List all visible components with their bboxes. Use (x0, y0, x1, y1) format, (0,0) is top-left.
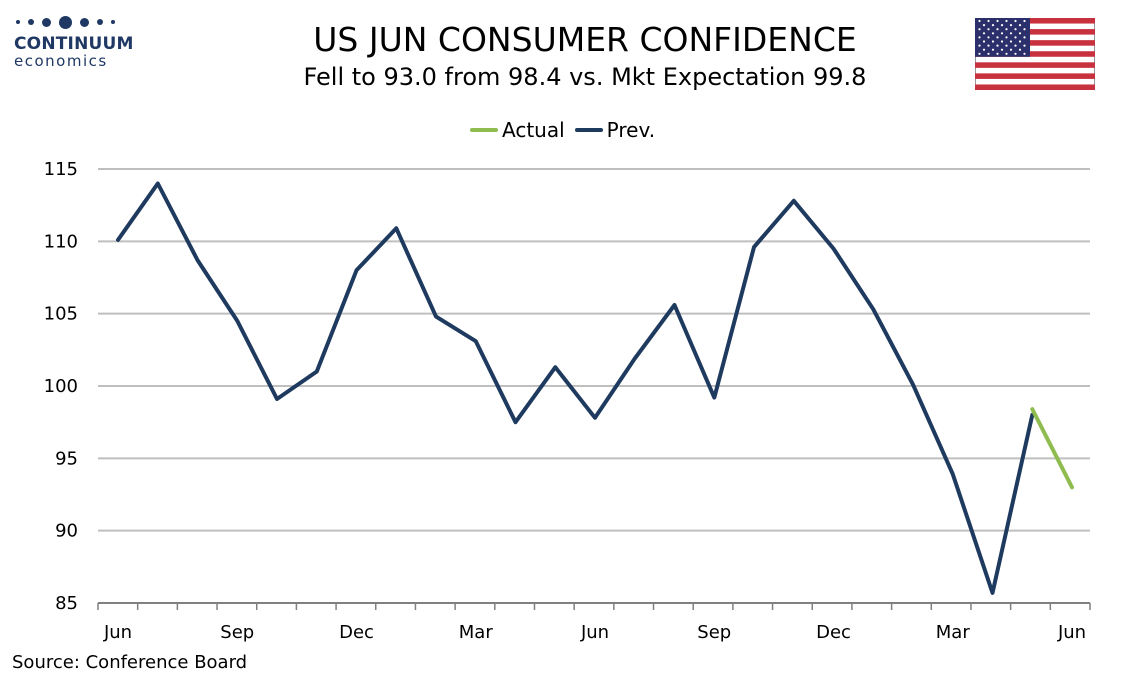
us-flag-icon (975, 18, 1095, 90)
x-tick-label-0: Jun (103, 622, 132, 643)
y-tick-label-110: 110 (44, 231, 78, 252)
legend-item-actual: Actual (470, 118, 565, 142)
legend-label-actual: Actual (502, 118, 565, 142)
x-tick-label-1: Sep (220, 622, 254, 643)
logo-dots-icon (16, 14, 134, 30)
legend-swatch-actual (470, 128, 498, 132)
chart-legend: Actual Prev. (470, 118, 665, 142)
x-tick-label-3: Mar (459, 622, 494, 643)
x-tick-label-6: Dec (816, 622, 851, 643)
x-tick-label-4: Jun (580, 622, 609, 643)
y-tick-label-95: 95 (55, 448, 78, 469)
series-line-actual (1030, 407, 1074, 490)
legend-label-prev: Prev. (606, 118, 656, 142)
source-note: Source: Conference Board (12, 652, 248, 673)
chart-subtitle: Fell to 93.0 from 98.4 vs. Mkt Expectati… (303, 63, 867, 91)
legend-item-prev: Prev. (574, 118, 656, 142)
x-tick-label-2: Dec (339, 622, 374, 643)
continuum-logo: CONTINUUM economics (14, 14, 134, 76)
chart-title: US JUN CONSUMER CONFIDENCE (313, 20, 857, 59)
y-tick-label-90: 90 (55, 521, 78, 542)
y-tick-label-115: 115 (44, 159, 78, 180)
x-tick-label-7: Mar (936, 622, 971, 643)
y-tick-label-85: 85 (55, 593, 78, 614)
series-line-prev (116, 181, 1035, 595)
y-tick-label-100: 100 (44, 376, 78, 397)
logo-sub-text: economics (14, 52, 108, 70)
y-tick-label-105: 105 (44, 304, 78, 325)
legend-swatch-prev (574, 128, 603, 132)
logo-brand-text: CONTINUUM (14, 34, 134, 54)
x-tick-label-5: Sep (697, 622, 731, 643)
x-tick-label-8: Jun (1057, 622, 1086, 643)
